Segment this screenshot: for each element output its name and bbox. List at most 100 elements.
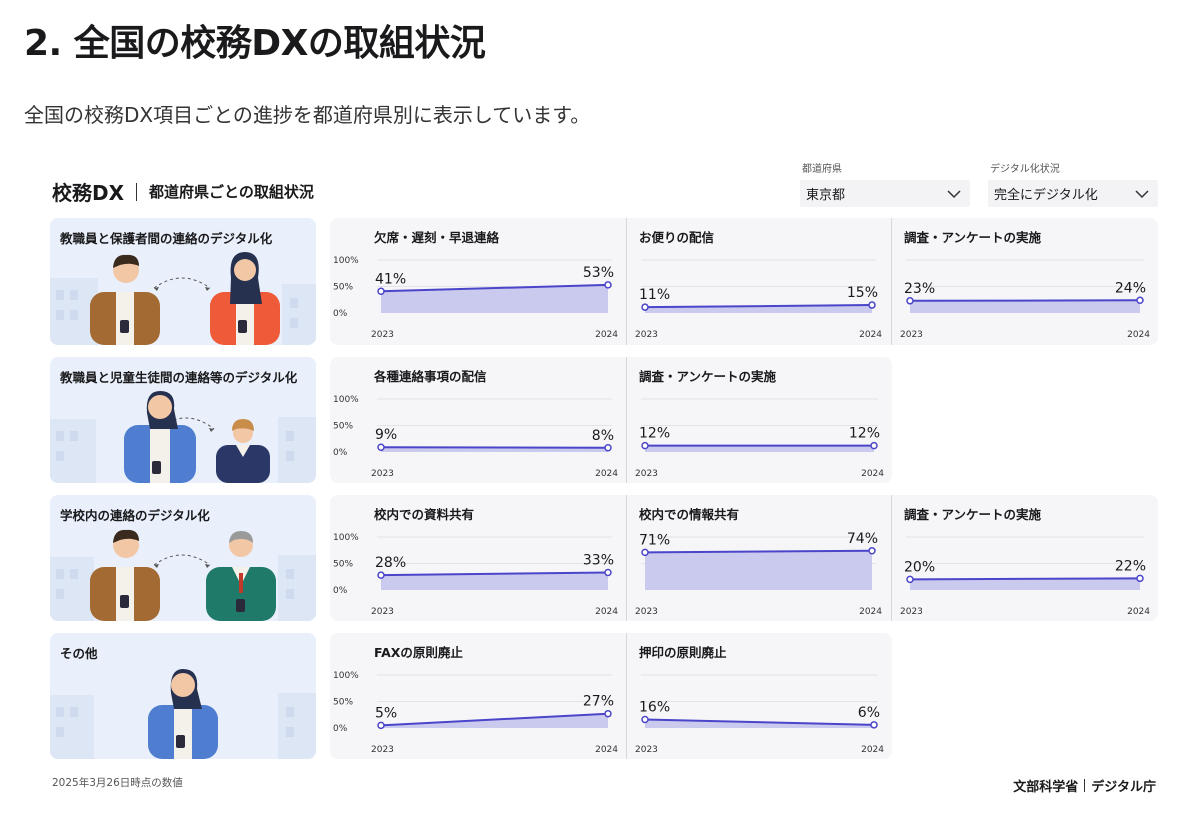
series-line [909, 299, 1141, 302]
chart-divider [891, 495, 892, 621]
x-tick-label: 2024 [859, 330, 882, 340]
chart-title: 各種連絡事項の配信 [374, 369, 487, 384]
data-point [870, 721, 878, 729]
data-label: 12% [849, 426, 880, 442]
y-tick-label: 100% [333, 533, 359, 543]
data-label: 11% [639, 287, 670, 303]
line-chart: 71% 74% 2023 2024 [635, 531, 882, 617]
chart-title: 押印の原則廃止 [639, 645, 727, 660]
chart-panel-parents: 100% 50% 0% 41% 53% 2023 2024 欠席・遅刻・早退連絡 11% 15… [330, 218, 1158, 345]
chart-cell: 11% 15% 2023 2024 お便りの配信 [627, 218, 890, 345]
category-card-other: その他 [50, 633, 316, 759]
line-chart: 11% 15% 2023 2024 [635, 259, 882, 340]
x-tick-label: 2024 [1127, 330, 1150, 340]
category-card-parents: 教職員と保護者間の連絡のデジタル化 [50, 218, 316, 345]
data-point [641, 548, 649, 557]
chart-cell: 16% 6% 2023 2024 押印の原則廃止 [627, 633, 892, 759]
category-label: 教職員と保護者間の連絡のデジタル化 [60, 231, 273, 246]
chart-cell: 100% 50% 0% 28% 33% 2023 2024 校内での資料共有 [330, 495, 626, 621]
data-label: 6% [858, 705, 880, 721]
data-point [377, 287, 385, 296]
data-point [604, 568, 612, 577]
category-label: その他 [60, 646, 98, 661]
data-point [868, 547, 876, 555]
series-area [645, 550, 872, 590]
credit: 文部科学省 デジタル庁 [1013, 776, 1156, 795]
school-staff-illustration [50, 529, 316, 621]
chevron-down-icon [1135, 189, 1149, 198]
series-line [644, 718, 875, 726]
data-point [377, 721, 385, 730]
data-point [868, 301, 876, 309]
chart-divider [626, 495, 627, 621]
chart-title: 調査・アンケートの実施 [639, 369, 777, 384]
data-label: 15% [847, 285, 878, 301]
data-point [604, 281, 612, 289]
chevron-down-icon [947, 189, 961, 198]
agency-name: デジタル庁 [1091, 780, 1156, 795]
data-label: 24% [1115, 280, 1146, 296]
category-label: 学校内の連絡のデジタル化 [60, 508, 210, 523]
line-chart: 12% 12% 2023 2024 [635, 398, 884, 479]
x-tick-label: 2024 [595, 469, 618, 479]
data-point [641, 441, 649, 450]
x-tick-label: 2024 [595, 745, 618, 755]
data-point [1136, 296, 1144, 305]
y-tick-label: 100% [333, 395, 359, 405]
series-area [381, 284, 608, 313]
y-tick-label: 0% [333, 586, 348, 596]
status-filter: デジタル化状況 完全にデジタル化 [988, 160, 1158, 207]
x-tick-label: 2023 [635, 745, 658, 755]
chart-panel-students: 100% 50% 0% 9% 8% 2023 2024 各種連絡事項の配信 12% 12% 20… [330, 357, 892, 483]
data-label: 9% [375, 427, 397, 443]
line-chart: 23% 24% 2023 2024 [900, 259, 1150, 340]
series-area [381, 572, 608, 590]
dashboard-title-main: 校務DX [52, 181, 125, 205]
data-point [377, 571, 385, 579]
chart-panel-school: 100% 50% 0% 28% 33% 2023 2024 校内での資料共有 71% 74% 2… [330, 495, 1158, 621]
series-line [909, 577, 1141, 581]
page-title: 2. 全国の校務DXの取組状況 [24, 23, 486, 64]
chart-cell: 23% 24% 2023 2024 調査・アンケートの実施 [892, 218, 1158, 345]
data-label: 16% [639, 700, 670, 716]
prefecture-select[interactable]: 東京都 [800, 180, 970, 207]
data-point [641, 303, 649, 311]
chart-panel-other: 100% 50% 0% 5% 27% 2023 2024 FAXの原則廃止 16% 6% 202… [330, 633, 892, 759]
chart-title: 校内での情報共有 [639, 507, 740, 522]
y-tick-label: 0% [333, 448, 348, 458]
dashboard-title-sub: 都道府県ごとの取組状況 [149, 183, 314, 201]
chart-divider [626, 218, 627, 345]
y-tick-label: 100% [333, 256, 359, 266]
series-line [380, 571, 609, 577]
title-divider [136, 182, 138, 201]
data-label: 5% [375, 705, 397, 721]
x-tick-label: 2024 [1127, 607, 1150, 617]
series-area [645, 445, 874, 452]
status-select[interactable]: 完全にデジタル化 [988, 180, 1158, 207]
y-tick-label: 50% [333, 283, 353, 293]
line-chart: 100% 50% 0% 9% 8% 2023 2024 [333, 395, 618, 479]
line-chart: 100% 50% 0% 41% 53% 2023 2024 [333, 256, 618, 340]
data-point [604, 444, 612, 452]
data-label: 28% [375, 555, 406, 571]
prefecture-select-value: 東京都 [806, 188, 846, 203]
ministry-name: 文部科学省 [1013, 780, 1079, 795]
chart-cell: 71% 74% 2023 2024 校内での情報共有 [627, 495, 890, 621]
chart-title: お便りの配信 [639, 230, 715, 245]
x-tick-label: 2023 [371, 469, 394, 479]
series-line [380, 712, 609, 727]
chart-divider [626, 633, 627, 759]
data-label: 8% [592, 428, 614, 444]
prefecture-filter: 都道府県 東京都 [800, 160, 970, 207]
y-tick-label: 100% [333, 671, 359, 681]
credit-divider [1084, 779, 1086, 792]
y-tick-label: 50% [333, 560, 353, 570]
data-label: 20% [904, 559, 935, 575]
data-label: 74% [847, 531, 878, 547]
category-card-school: 学校内の連絡のデジタル化 [50, 495, 316, 621]
category-card-students: 教職員と児童生徒間の連絡等のデジタル化 [50, 357, 316, 483]
chart-title: 欠席・遅刻・早退連絡 [374, 230, 500, 245]
data-point [906, 575, 914, 584]
data-label: 53% [583, 265, 614, 281]
data-label: 22% [1115, 558, 1146, 574]
